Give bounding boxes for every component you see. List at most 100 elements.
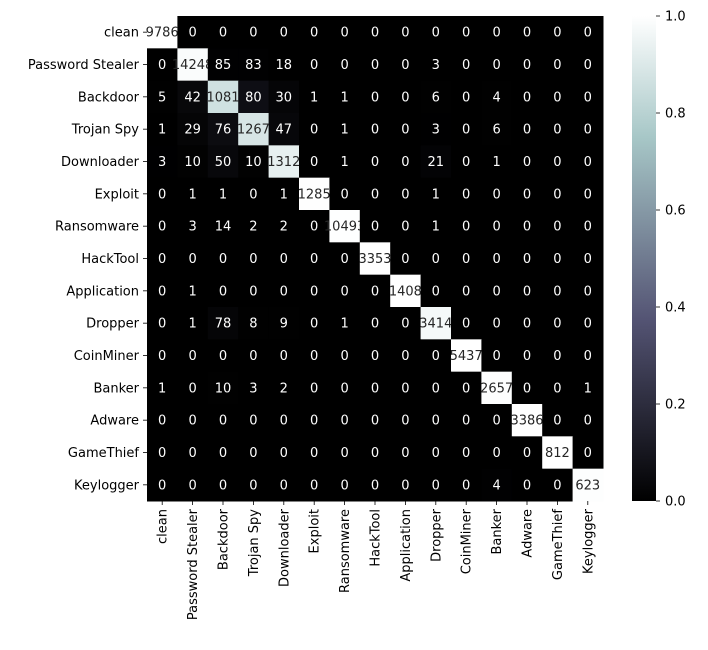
- heatmap-cell: [359, 404, 391, 437]
- heatmap-cell: [329, 371, 361, 405]
- heatmap-cell: [511, 48, 543, 82]
- colorbar: [632, 16, 656, 501]
- heatmap-cell: [329, 274, 361, 308]
- heatmap-cell: [207, 16, 239, 49]
- cell-value-label: 0: [219, 349, 227, 364]
- column-tick-label: Backdoor: [217, 508, 232, 570]
- cell-value-label: 0: [371, 414, 379, 429]
- heatmap-cell: [511, 339, 543, 373]
- heatmap-cell: [177, 468, 209, 502]
- heatmap-cell: [542, 339, 574, 373]
- cell-value-label: 1: [158, 381, 166, 396]
- cell-value-label: 0: [584, 414, 592, 429]
- heatmap-cell: [147, 274, 178, 308]
- heatmap-cell: [511, 113, 543, 146]
- cell-value-label: 6: [492, 123, 500, 138]
- cell-value-label: 0: [310, 478, 318, 493]
- cell-value-label: 0: [158, 478, 166, 493]
- cell-value-label: 0: [310, 317, 318, 332]
- cell-value-label: 0: [371, 58, 379, 73]
- colorbar-tick-label: 0.4: [665, 301, 686, 316]
- cell-value-label: 0: [310, 381, 318, 396]
- cell-value-label: 0: [158, 349, 166, 364]
- heatmap-cell: [572, 145, 604, 179]
- heatmap-cell: [451, 210, 482, 243]
- cell-value-label: 0: [523, 252, 531, 267]
- cell-value-label: 0: [523, 187, 531, 202]
- cell-value-label: 0: [158, 58, 166, 73]
- column-tick-label: GameThief: [551, 509, 566, 580]
- heatmap-cell: [451, 177, 482, 211]
- column-tick-label: Downloader: [277, 508, 292, 587]
- heatmap-cell: [268, 307, 300, 340]
- row-tick-label: clean: [104, 26, 139, 41]
- heatmap-cell: [299, 210, 330, 243]
- cell-value-label: 1: [340, 90, 348, 105]
- cell-value-label: 0: [492, 187, 500, 202]
- heatmap-cell: [420, 113, 452, 146]
- heatmap-cell: [481, 113, 513, 146]
- cell-value-label: 3: [249, 381, 257, 396]
- heatmap-cell: [147, 177, 178, 211]
- cell-value-label: 0: [523, 349, 531, 364]
- heatmap-cell: [207, 48, 239, 82]
- cell-value-label: 0: [401, 187, 409, 202]
- heatmap-cell: [390, 242, 422, 276]
- cell-value-label: 0: [310, 123, 318, 138]
- heatmap-cell: [572, 113, 604, 146]
- cell-value-label: 0: [158, 414, 166, 429]
- heatmap-cell: [268, 210, 300, 243]
- heatmap-cell: [207, 436, 239, 470]
- heatmap-cell: [329, 145, 361, 179]
- heatmap-cell: [572, 274, 604, 308]
- cell-value-label: 1: [432, 220, 440, 235]
- heatmap-cell: [420, 80, 452, 114]
- cell-value-label: 5437: [450, 349, 483, 364]
- cell-value-label: 1: [340, 317, 348, 332]
- cell-value-label: 0: [584, 187, 592, 202]
- cell-value-label: 0: [340, 252, 348, 267]
- heatmap-cell: [359, 177, 391, 211]
- heatmap-cell: [542, 210, 574, 243]
- heatmap-cell: [359, 339, 391, 373]
- cell-value-label: 0: [158, 220, 166, 235]
- cell-value-label: 0: [340, 478, 348, 493]
- cell-value-label: 0: [553, 284, 561, 299]
- heatmap-area: 9786 0 0 0 0 0 0 0 0 0 0 0 0 0 00 14248 85 83 18 0 0 0 0 3 0 0 0 0 0…: [146, 16, 604, 502]
- cell-value-label: 1: [492, 155, 500, 170]
- heatmap-cell: [329, 16, 361, 49]
- cell-value-label: 0: [553, 381, 561, 396]
- heatmap-cell: [268, 80, 300, 114]
- colorbar-tick-label: 0.2: [665, 398, 686, 413]
- column-tick-label: Application: [399, 509, 414, 582]
- heatmap-cell: [572, 339, 604, 373]
- cell-value-label: 1: [432, 187, 440, 202]
- cell-value-label: 2: [280, 381, 288, 396]
- heatmap-cell: [481, 16, 513, 49]
- cell-value-label: 0: [432, 349, 440, 364]
- cell-value-label: 0: [553, 90, 561, 105]
- heatmap-cell: [329, 242, 361, 276]
- heatmap-cell: [177, 48, 209, 82]
- heatmap-cell: [359, 436, 391, 470]
- cell-value-label: 1408: [389, 284, 422, 299]
- heatmap-cell: [177, 113, 209, 146]
- cell-value-label: 0: [401, 58, 409, 73]
- cell-value-label: 0: [432, 284, 440, 299]
- heatmap-cell: [511, 210, 543, 243]
- heatmap-cell: [207, 468, 239, 502]
- heatmap-cell: [511, 177, 543, 211]
- heatmap-cell: [207, 307, 239, 340]
- cell-value-label: 0: [249, 349, 257, 364]
- heatmap-cell: [299, 404, 330, 437]
- heatmap-cell: [481, 48, 513, 82]
- heatmap-cell: [329, 436, 361, 470]
- cell-value-label: 2: [280, 220, 288, 235]
- cell-value-label: 0: [401, 317, 409, 332]
- cell-value-label: 0: [553, 58, 561, 73]
- heatmap-cell: [238, 177, 270, 211]
- cell-value-label: 18: [276, 58, 293, 73]
- heatmap-cell: [420, 177, 452, 211]
- heatmap-cell: [147, 242, 178, 276]
- cell-value-label: 1: [188, 187, 196, 202]
